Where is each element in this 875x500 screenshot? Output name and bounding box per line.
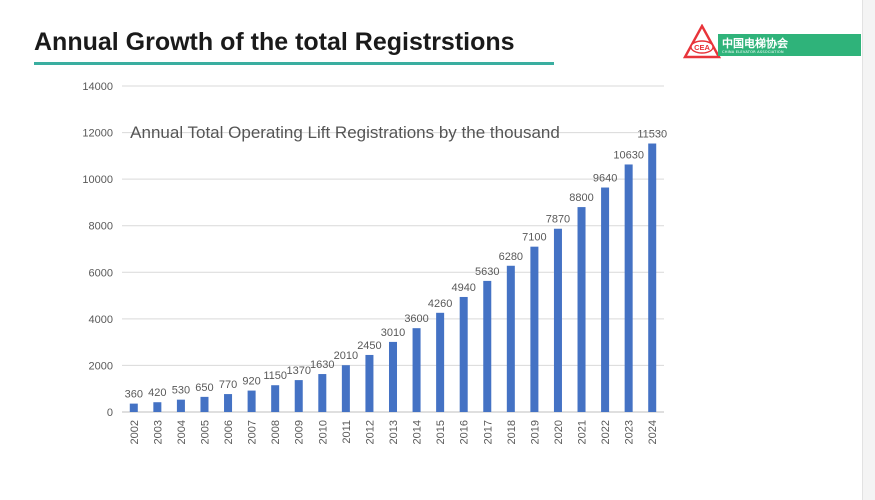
data-label: 360 <box>125 389 143 401</box>
bar-2023 <box>624 164 633 412</box>
data-label: 7100 <box>522 232 546 244</box>
x-tick-label: 2021 <box>577 420 589 444</box>
bar-2018 <box>506 265 515 412</box>
bar-2016 <box>459 296 468 412</box>
x-tick-label: 2018 <box>506 420 518 444</box>
data-label: 420 <box>148 387 166 399</box>
y-tick-label: 2000 <box>89 360 113 372</box>
data-label: 4260 <box>428 298 452 310</box>
data-label: 530 <box>172 385 190 397</box>
x-tick-label: 2005 <box>199 420 211 444</box>
bar-2017 <box>483 280 492 412</box>
bar-2006 <box>224 394 233 412</box>
bar-2019 <box>530 246 539 412</box>
data-label: 1370 <box>286 365 310 377</box>
bar-2007 <box>247 390 256 412</box>
x-tick-label: 2012 <box>364 420 376 444</box>
cea-logo-icon: CEA <box>683 24 721 59</box>
data-label: 1150 <box>263 370 287 382</box>
data-label: 650 <box>195 382 213 394</box>
data-label: 3010 <box>381 327 405 339</box>
logo-english-name: CHINA ELEVATOR ASSOCIATION <box>722 50 784 54</box>
data-label: 7870 <box>546 214 570 226</box>
bar-2015 <box>436 312 445 412</box>
x-tick-label: 2004 <box>176 420 188 444</box>
x-tick-label: 2008 <box>270 420 282 444</box>
x-tick-label: 2002 <box>129 420 141 444</box>
data-label: 4940 <box>451 282 475 294</box>
x-tick-label: 2010 <box>317 420 329 444</box>
logo-badge-text: CEA <box>694 43 710 52</box>
bar-2003 <box>153 402 162 412</box>
x-tick-label: 2020 <box>553 420 565 444</box>
x-tick-label: 2014 <box>412 420 424 444</box>
data-label: 920 <box>242 376 260 388</box>
logo-band <box>718 34 861 56</box>
x-tick-label: 2024 <box>647 420 659 444</box>
slide-title: Annual Growth of the total Registrstions <box>34 28 515 56</box>
data-label: 5630 <box>475 266 499 278</box>
bar-2013 <box>388 341 398 412</box>
bar-2008 <box>271 385 280 412</box>
x-tick-label: 2023 <box>624 420 636 444</box>
y-tick-label: 6000 <box>89 267 113 279</box>
chart-title: Annual Total Operating Lift Registration… <box>130 123 560 142</box>
y-tick-label: 4000 <box>89 314 113 326</box>
y-tick-label: 0 <box>107 407 113 419</box>
y-tick-label: 12000 <box>82 128 113 140</box>
y-tick-label: 14000 <box>82 81 113 93</box>
x-tick-label: 2013 <box>388 420 400 444</box>
y-tick-label: 8000 <box>89 221 113 233</box>
data-label: 9640 <box>593 173 617 185</box>
bar-2010 <box>318 374 327 412</box>
data-label: 3600 <box>404 313 428 325</box>
bar-2020 <box>553 228 562 412</box>
data-label: 8800 <box>569 192 593 204</box>
title-underline <box>34 62 554 65</box>
x-tick-label: 2015 <box>435 420 447 444</box>
bar-2009 <box>294 380 303 412</box>
data-label: 11530 <box>637 129 667 141</box>
bar-2021 <box>577 207 586 412</box>
bar-2005 <box>200 396 209 412</box>
x-tick-label: 2009 <box>294 420 306 444</box>
x-tick-label: 2017 <box>482 420 494 444</box>
x-tick-label: 2019 <box>529 420 541 444</box>
y-tick-label: 10000 <box>82 174 113 186</box>
logo-chinese-name: 中国电梯协会 <box>722 37 788 50</box>
data-label: 2450 <box>357 340 381 352</box>
data-label: 1630 <box>310 359 334 371</box>
bar-2002 <box>129 403 138 412</box>
x-tick-label: 2007 <box>247 420 259 444</box>
data-label: 2010 <box>334 350 358 362</box>
data-label: 10630 <box>613 149 644 161</box>
data-label: 6280 <box>499 251 523 263</box>
x-tick-label: 2006 <box>223 420 235 444</box>
bar-2004 <box>176 399 185 412</box>
x-tick-label: 2003 <box>152 420 164 444</box>
data-label: 770 <box>219 379 237 391</box>
right-margin-strip <box>862 0 875 500</box>
bar-2012 <box>365 354 374 412</box>
bar-2014 <box>412 328 421 412</box>
x-tick-label: 2011 <box>341 420 353 444</box>
bar-2024 <box>648 143 657 412</box>
bar-2022 <box>601 187 610 412</box>
x-tick-label: 2022 <box>600 420 612 444</box>
bar-2011 <box>341 365 350 412</box>
x-tick-label: 2016 <box>459 420 471 444</box>
